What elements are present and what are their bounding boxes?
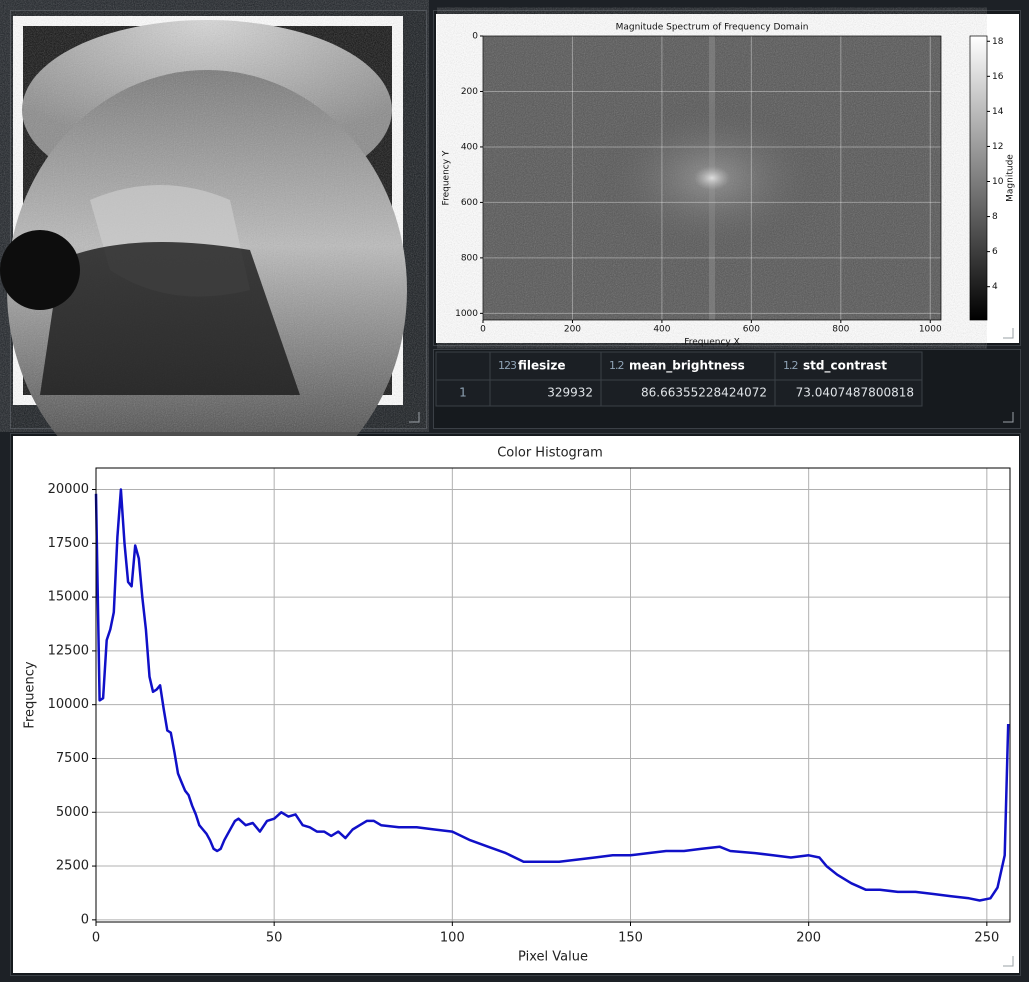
colorbar-tick-label: 10 xyxy=(992,177,1004,187)
colorbar-tick-label: 18 xyxy=(992,37,1004,47)
y-tick-label: 200 xyxy=(461,87,478,97)
x-tick-label: 150 xyxy=(618,931,643,946)
table-row xyxy=(435,379,923,407)
colorbar-tick-label: 12 xyxy=(992,142,1003,152)
x-axis-label: Frequency X xyxy=(684,338,740,348)
table-cell: 86.66355228424072 xyxy=(641,386,767,400)
chart-title: Magnitude Spectrum of Frequency Domain xyxy=(616,23,809,33)
x-tick-label: 0 xyxy=(92,931,100,946)
x-tick-label: 50 xyxy=(266,931,283,946)
resize-handle[interactable] xyxy=(1003,328,1014,339)
y-tick-label: 800 xyxy=(461,253,478,263)
colorbar-tick-label: 16 xyxy=(992,72,1004,82)
y-tick-label: 0 xyxy=(472,32,478,42)
y-tick-label: 10000 xyxy=(48,697,89,712)
colorbar-label: Magnitude xyxy=(1006,154,1016,202)
y-tick-label: 2500 xyxy=(56,859,89,874)
plot-frame xyxy=(482,35,942,321)
column-type: 1.2 xyxy=(783,359,798,372)
table-cell: 329932 xyxy=(547,386,593,400)
colorbar-tick-label: 6 xyxy=(992,247,998,257)
column-header: std_contrast xyxy=(803,359,887,374)
y-tick-label: 400 xyxy=(461,142,478,152)
resize-handle[interactable] xyxy=(1003,412,1014,423)
resize-handles xyxy=(409,328,1014,967)
resize-handle[interactable] xyxy=(409,412,420,423)
colorbar-tick-label: 14 xyxy=(992,107,1004,117)
x-tick-label: 200 xyxy=(796,931,821,946)
colorbar xyxy=(969,35,988,321)
row-index: 1 xyxy=(459,386,467,400)
x-tick-label: 1000 xyxy=(919,325,942,335)
y-tick-label: 12500 xyxy=(48,643,89,658)
resize-handle[interactable] xyxy=(1003,956,1014,967)
column-header: mean_brightness xyxy=(629,359,745,374)
x-axis-label: Pixel Value xyxy=(518,950,588,965)
table-cell: 73.0407487800818 xyxy=(796,386,914,400)
x-tick-label: 100 xyxy=(440,931,465,946)
histogram-line xyxy=(94,488,1010,902)
x-tick-label: 250 xyxy=(974,931,999,946)
y-tick-label: 1000 xyxy=(455,309,478,319)
colorbar-tick-label: 4 xyxy=(992,282,998,292)
y-tick-label: 0 xyxy=(81,912,89,927)
y-tick-label: 5000 xyxy=(56,805,89,820)
column-header: filesize xyxy=(518,359,566,373)
table-header xyxy=(435,351,923,381)
chart-title: Color Histogram xyxy=(497,446,603,461)
y-tick-label: 17500 xyxy=(48,536,89,551)
y-tick-label: 15000 xyxy=(48,590,89,605)
spectrum-center xyxy=(592,98,832,258)
x-tick-label: 600 xyxy=(743,325,760,335)
x-tick-label: 800 xyxy=(832,325,849,335)
y-tick-label: 7500 xyxy=(56,751,89,766)
colorbar-tick-label: 8 xyxy=(992,212,998,222)
photo xyxy=(0,20,407,510)
column-type: 123 xyxy=(498,359,517,372)
x-tick-label: 0 xyxy=(480,325,486,335)
column-type: 1.2 xyxy=(609,359,624,372)
x-tick-label: 200 xyxy=(564,325,581,335)
x-tick-label: 400 xyxy=(653,325,670,335)
plot-frame xyxy=(95,467,1011,923)
y-axis-label: Frequency Y xyxy=(442,150,452,205)
y-tick-label: 20000 xyxy=(48,482,89,497)
y-tick-label: 600 xyxy=(461,198,478,208)
y-axis-label: Frequency xyxy=(23,661,38,728)
